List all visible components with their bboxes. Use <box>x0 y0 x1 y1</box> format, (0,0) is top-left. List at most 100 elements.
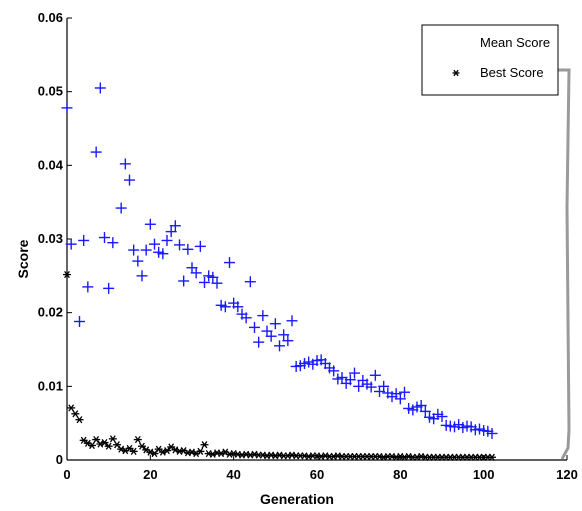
legend-label: Best Score <box>480 65 544 80</box>
x-tick-label: 20 <box>143 467 157 482</box>
data-point <box>369 369 381 381</box>
data-point <box>128 244 140 256</box>
y-tick-label: 0.06 <box>38 10 63 25</box>
data-point <box>190 267 202 279</box>
data-point <box>104 442 113 450</box>
data-point <box>232 301 244 313</box>
data-point <box>211 277 223 289</box>
data-point <box>419 405 431 417</box>
data-point <box>182 243 194 255</box>
data-point <box>336 371 348 383</box>
data-point <box>75 416 84 424</box>
data-point <box>244 276 256 288</box>
x-tick-label: 80 <box>393 467 407 482</box>
plot-border-right <box>557 68 571 460</box>
data-point <box>136 270 148 282</box>
data-point <box>174 239 185 251</box>
data-point <box>115 202 127 214</box>
data-point <box>488 453 496 461</box>
data-point <box>269 318 281 330</box>
data-point <box>92 435 101 444</box>
data-point <box>132 255 144 267</box>
data-point <box>265 330 277 342</box>
data-point <box>282 335 294 347</box>
y-tick-label: 0.05 <box>38 84 63 99</box>
x-tick-label: 0 <box>63 467 70 482</box>
data-point <box>278 329 290 341</box>
data-point <box>113 441 121 449</box>
data-point <box>219 301 231 313</box>
data-point <box>88 441 96 450</box>
data-point <box>71 410 80 418</box>
data-point <box>200 441 209 449</box>
legend: Mean Score Best Score <box>421 24 559 96</box>
data-point <box>257 310 269 322</box>
data-point <box>100 438 109 447</box>
data-point <box>74 316 85 328</box>
y-axis-ticks: 0 0.01 0.02 0.03 0.04 0.05 0.06 <box>38 10 72 467</box>
data-point <box>108 435 117 443</box>
data-point <box>94 82 106 94</box>
data-point <box>286 315 298 327</box>
x-tick-label: 120 <box>556 467 578 482</box>
data-point <box>119 158 131 170</box>
series-best-score <box>63 270 496 461</box>
y-axis-label: Score <box>15 239 31 278</box>
data-point <box>107 237 119 249</box>
data-point <box>103 282 115 294</box>
data-point <box>161 234 173 246</box>
data-point <box>378 380 390 392</box>
y-tick-label: 0.01 <box>38 378 63 393</box>
data-point <box>138 442 146 450</box>
data-point <box>349 367 360 379</box>
data-point <box>163 447 171 455</box>
data-point <box>82 281 94 293</box>
data-point <box>207 271 219 283</box>
legend-box <box>421 24 559 96</box>
data-point <box>486 427 498 439</box>
data-point <box>249 321 260 333</box>
data-point <box>196 447 205 455</box>
x-axis-ticks: 0 20 40 60 80 100 120 <box>63 455 578 482</box>
y-tick-label: 0 <box>56 452 63 467</box>
data-point <box>61 102 73 114</box>
data-point <box>65 238 77 250</box>
data-point <box>78 234 90 246</box>
data-point <box>169 220 181 232</box>
data-point <box>133 435 142 444</box>
data-point <box>274 340 285 352</box>
x-tick-label: 100 <box>473 467 495 482</box>
data-point <box>399 386 410 398</box>
series-layer <box>61 82 498 461</box>
data-point <box>63 270 71 279</box>
x-axis-label: Generation <box>260 491 334 507</box>
data-point <box>253 336 265 348</box>
legend-label: Mean Score <box>480 35 550 50</box>
data-point <box>328 365 340 377</box>
data-point <box>149 238 160 250</box>
data-point <box>394 393 406 405</box>
x-tick-label: 60 <box>310 467 324 482</box>
data-point <box>129 447 138 455</box>
data-point <box>124 174 135 186</box>
data-point <box>240 312 252 324</box>
data-point <box>224 257 235 269</box>
y-tick-label: 0.02 <box>38 305 63 320</box>
data-point <box>165 226 177 238</box>
data-point <box>90 146 102 158</box>
data-point <box>194 240 206 252</box>
y-tick-label: 0.03 <box>38 231 63 246</box>
data-point <box>415 399 427 411</box>
y-tick-label: 0.04 <box>38 157 64 172</box>
data-point <box>144 218 156 230</box>
data-point <box>99 232 110 244</box>
data-point <box>140 244 152 256</box>
data-point <box>344 374 356 386</box>
data-point <box>67 404 76 412</box>
data-point <box>436 411 448 423</box>
series-mean-score <box>61 82 498 439</box>
x-tick-label: 40 <box>226 467 240 482</box>
data-point <box>157 248 169 260</box>
data-point <box>353 380 365 392</box>
